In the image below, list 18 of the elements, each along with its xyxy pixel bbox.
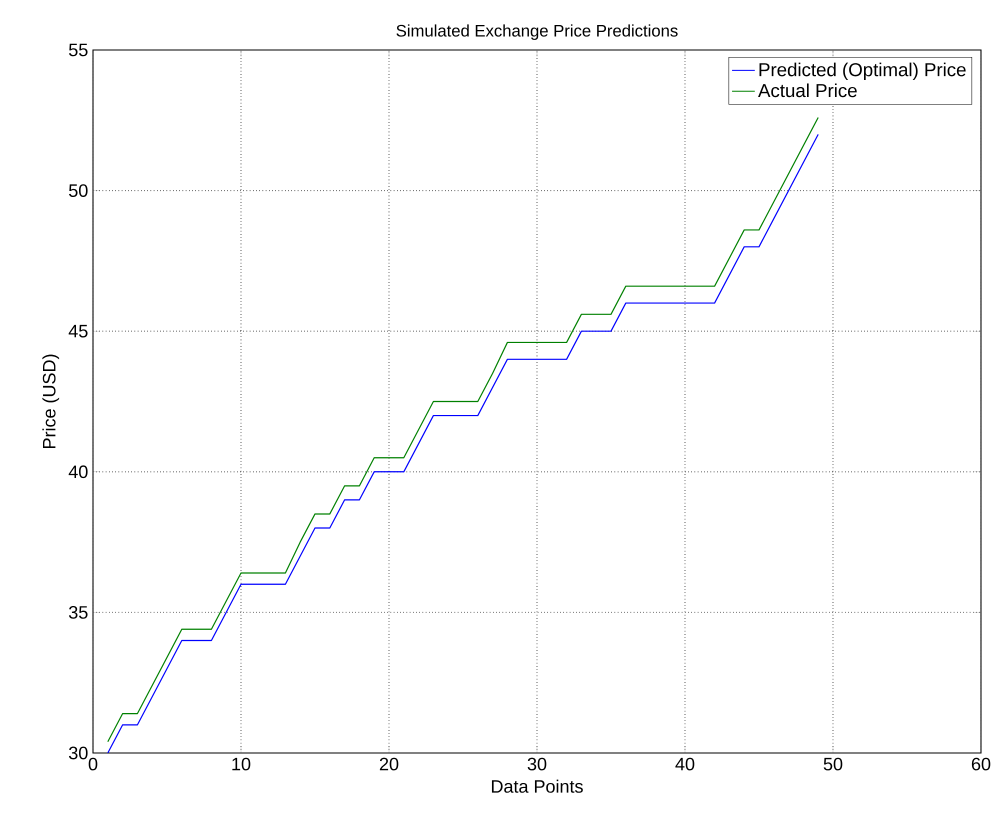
legend-label: Predicted (Optimal) Price [760, 62, 966, 80]
y-tick-label: 40 [68, 465, 88, 478]
x-tick-label: 30 [528, 758, 546, 770]
y-tick-label: 55 [68, 44, 88, 56]
y-tick-label: 50 [68, 184, 88, 197]
x-tick-label: 50 [824, 758, 842, 770]
chart-title: Simulated Exchange Price Predictions [396, 24, 678, 40]
y-axis-title: Price (USD) [42, 354, 60, 448]
y-tick-label: 35 [68, 606, 88, 619]
x-tick-label: 10 [232, 758, 250, 770]
x-tick-label: 60 [972, 758, 990, 770]
x-tick-label: 40 [675, 758, 694, 770]
x-axis-title: Data Points [492, 780, 583, 793]
x-tick-label: 20 [380, 758, 398, 770]
x-tick-label: 0 [88, 758, 98, 770]
y-tick-label: 45 [68, 324, 88, 338]
legend-label: Actual Price [758, 83, 857, 98]
y-tick-label: 30 [68, 746, 88, 760]
